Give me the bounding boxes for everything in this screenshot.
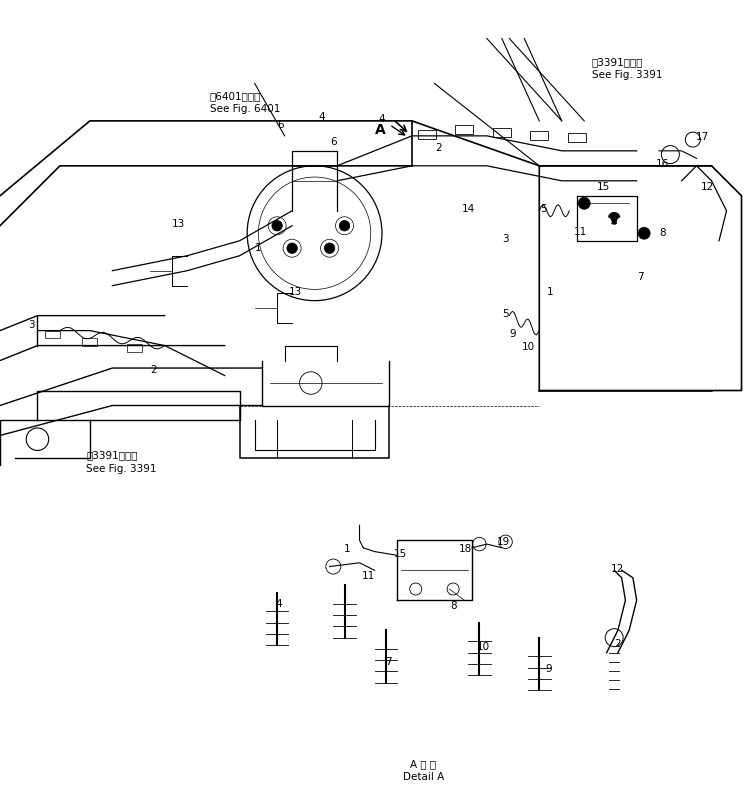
Text: 5: 5 [540,204,546,214]
Text: 7: 7 [637,272,643,281]
Text: 7: 7 [385,657,391,667]
Text: 13: 13 [289,286,303,297]
Text: 6: 6 [278,120,284,130]
Circle shape [272,221,282,231]
Text: 14: 14 [461,204,475,214]
Text: 12: 12 [701,182,715,191]
Text: 4: 4 [276,599,282,609]
Circle shape [339,221,350,231]
Text: 11: 11 [362,571,375,581]
Text: 9: 9 [545,664,551,674]
Text: 15: 15 [394,549,407,559]
Bar [418,130,436,139]
Text: 15: 15 [596,182,610,191]
Bar [493,128,511,137]
Text: 16: 16 [656,159,670,169]
Text: 3: 3 [28,320,34,329]
Text: 第3391図参照
See Fig. 3391: 第3391図参照 See Fig. 3391 [86,450,157,474]
Circle shape [287,243,297,254]
Bar [82,338,97,345]
Text: 9: 9 [510,329,516,339]
Text: 第6401図参照
See Fig. 6401: 第6401図参照 See Fig. 6401 [210,91,280,114]
Text: 第3391図参照
See Fig. 3391: 第3391図参照 See Fig. 3391 [592,58,662,80]
Text: 13: 13 [172,219,185,230]
Text: 10: 10 [521,342,535,352]
Text: 2: 2 [151,365,157,375]
Circle shape [578,197,590,209]
Circle shape [602,217,611,226]
Text: 1: 1 [255,243,261,253]
Text: 2: 2 [615,639,621,649]
Bar [568,133,586,142]
Bar [127,344,142,352]
Text: 3: 3 [503,234,509,244]
Text: 12: 12 [611,564,625,573]
Circle shape [324,243,335,254]
Text: 17: 17 [696,132,709,143]
Text: 18: 18 [459,544,473,554]
Text: 8: 8 [450,601,456,611]
Bar [45,331,60,338]
Text: 1: 1 [344,544,350,554]
Text: 4: 4 [379,114,385,124]
Text: 6: 6 [330,137,336,147]
Text: 11: 11 [574,227,587,237]
Text: 19: 19 [497,537,510,547]
Text: 5: 5 [503,309,509,319]
Text: 8: 8 [660,228,666,238]
Circle shape [638,227,650,239]
Bar [455,126,473,135]
Bar [530,131,548,140]
Circle shape [587,217,596,226]
Text: 1: 1 [548,286,554,297]
Text: A 詳 述
Detail A: A 詳 述 Detail A [402,759,444,783]
Circle shape [617,217,626,226]
Text: 10: 10 [476,642,490,652]
Text: A: A [375,123,386,137]
Circle shape [608,212,620,225]
Text: 2: 2 [435,143,441,152]
Text: 4: 4 [319,112,325,122]
